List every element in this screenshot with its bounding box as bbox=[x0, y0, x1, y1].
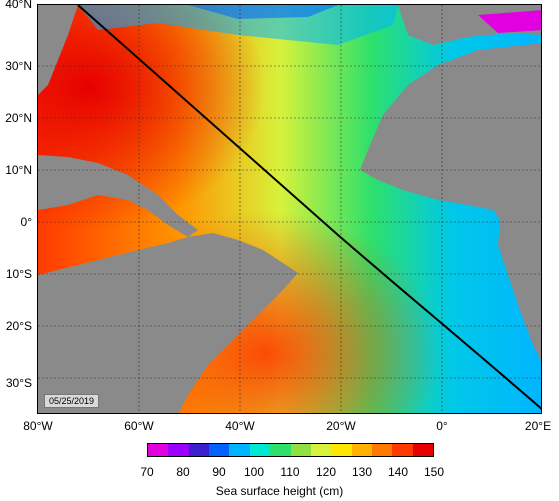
colorbar-tick-150: 150 bbox=[423, 465, 445, 479]
north-america-land bbox=[38, 5, 78, 95]
lon-label-20e: 20°E bbox=[524, 419, 552, 433]
colorbar-swatch bbox=[148, 444, 169, 456]
colorbar-swatch bbox=[188, 444, 210, 456]
colorbar-swatch bbox=[351, 444, 372, 456]
lat-label-30s: 30°S bbox=[5, 376, 32, 390]
colorbar-tick-130: 130 bbox=[351, 465, 373, 479]
colorbar-tick-110: 110 bbox=[280, 465, 300, 479]
colorbar-swatch bbox=[209, 444, 230, 456]
lon-label-80w: 80°W bbox=[23, 419, 53, 433]
north-atlantic-band bbox=[78, 5, 398, 45]
colorbar-swatch bbox=[392, 444, 413, 456]
map-canvas bbox=[38, 5, 541, 413]
mediterranean bbox=[478, 10, 541, 33]
colorbar-swatch bbox=[270, 444, 291, 456]
colorbar-tick-120: 120 bbox=[315, 465, 337, 479]
lat-label-40n: 40°N bbox=[5, 0, 32, 11]
colorbar-tick-90: 90 bbox=[212, 465, 226, 479]
lat-label-30n: 30°N bbox=[5, 59, 32, 73]
africa-land bbox=[360, 43, 541, 361]
colorbar-swatch bbox=[310, 444, 332, 456]
ground-track bbox=[77, 5, 541, 410]
colorbar-swatch bbox=[168, 444, 189, 456]
colorbar-tick-80: 80 bbox=[176, 465, 190, 479]
colorbar-tick-140: 140 bbox=[387, 465, 409, 479]
graticule bbox=[38, 5, 541, 413]
north-atlantic-low bbox=[188, 5, 338, 19]
lat-label-10s: 10°S bbox=[5, 267, 32, 281]
lat-label-10n: 10°N bbox=[5, 163, 32, 177]
lon-label-60w: 60°W bbox=[124, 419, 154, 433]
date-stamp: 05/25/2019 bbox=[44, 394, 100, 408]
colorbar bbox=[147, 443, 434, 457]
colorbar-swatch bbox=[412, 444, 434, 456]
colorbar-swatch bbox=[249, 444, 271, 456]
lon-label-40w: 40°W bbox=[225, 419, 255, 433]
colorbar-tick-100: 100 bbox=[243, 465, 265, 479]
colorbar-swatch bbox=[290, 444, 311, 456]
colorbar-tick-70: 70 bbox=[140, 465, 154, 479]
lat-label-20n: 20°N bbox=[5, 111, 32, 125]
lat-label-20s: 20°S bbox=[5, 319, 32, 333]
colorbar-label: Sea surface height (cm) bbox=[215, 484, 344, 498]
lon-label-0: 0° bbox=[436, 419, 448, 433]
central-america-land bbox=[38, 155, 198, 237]
colorbar-swatch bbox=[229, 444, 250, 456]
lon-label-20w: 20°W bbox=[326, 419, 356, 433]
colorbar-swatch bbox=[371, 444, 393, 456]
lat-label-0: 0° bbox=[20, 215, 32, 229]
sea-surface-height-map bbox=[37, 4, 542, 414]
colorbar-swatch bbox=[331, 444, 352, 456]
south-america-land bbox=[38, 233, 298, 413]
